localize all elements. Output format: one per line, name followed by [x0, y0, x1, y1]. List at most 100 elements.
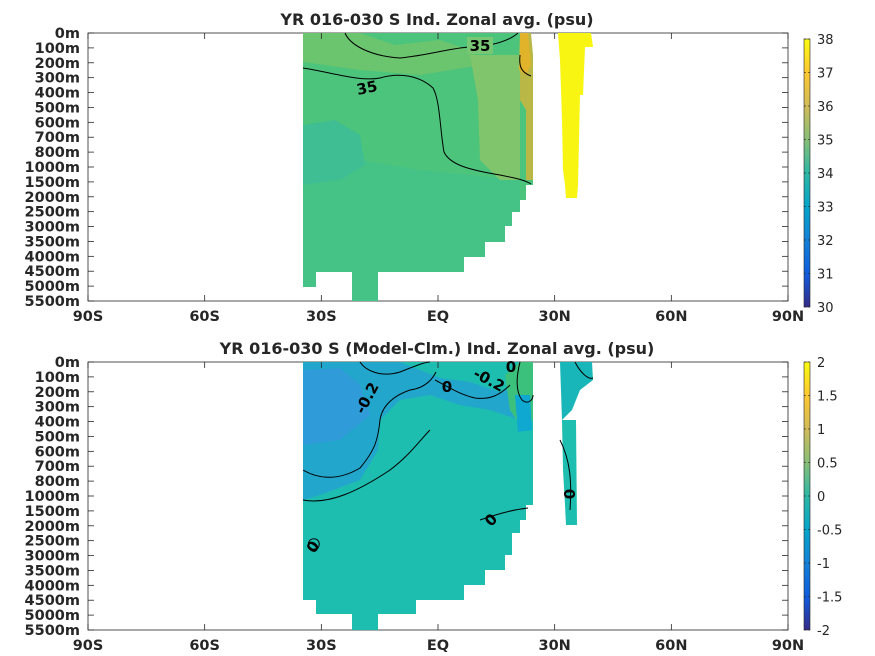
- contour-labels: 35 35: [355, 37, 493, 99]
- colorbar-tick-label: -2: [817, 624, 830, 639]
- y-tick-label: 700m: [35, 130, 80, 146]
- colorbar: 30 31 32 33 34 35 36 37 38: [803, 33, 834, 316]
- x-tick-label: 60N: [655, 638, 687, 654]
- y-tick-label: 800m: [35, 145, 80, 161]
- contour-line: [574, 361, 594, 379]
- contour-line: [344, 32, 471, 59]
- colorbar-ticks: -2 -1.5 -1 -0.5 0 0.5 1 1.5 2: [804, 356, 842, 639]
- y-tick-label: 3500m: [25, 563, 80, 579]
- x-tick-label: 30S: [306, 638, 337, 654]
- y-tick-label: 4000m: [25, 578, 80, 594]
- field-regions: [303, 33, 593, 301]
- contour-line: [359, 361, 431, 375]
- arabian-negative: [515, 395, 532, 432]
- y-tick-label: 4500m: [25, 593, 80, 609]
- y-tick-label: 200m: [35, 56, 80, 72]
- x-axis: 90S 60S 30S EQ 30N 60N 90N: [73, 33, 804, 325]
- label-bg: [467, 37, 493, 54]
- y-tick-label: 5500m: [25, 294, 80, 310]
- contour-label: 35: [470, 37, 491, 55]
- x-tick-label: 60S: [189, 638, 220, 654]
- colorbar-tick-label: 2: [817, 356, 825, 371]
- y-tick-label: 1000m: [25, 489, 80, 505]
- contour-line: [516, 361, 534, 403]
- field-regions: [303, 362, 593, 630]
- x-tick-label: 30N: [539, 638, 571, 654]
- y-tick-label: 3500m: [25, 234, 80, 250]
- high-salinity-column: [558, 33, 593, 198]
- x-tick-label: 30N: [539, 309, 571, 325]
- gulf-column: [560, 362, 593, 420]
- y-tick-label: 0m: [55, 355, 80, 371]
- chart-title: YR 016-030 S Ind. Zonal avg. (psu): [279, 10, 593, 29]
- x-tick-label: 90S: [73, 309, 104, 325]
- colorbar-tick-label: -1: [817, 557, 830, 572]
- contour-label: 0: [442, 378, 452, 396]
- y-tick-label: 2000m: [25, 519, 80, 535]
- y-tick-label: 2500m: [25, 205, 80, 221]
- y-tick-label: 4500m: [25, 264, 80, 280]
- contour-line: [559, 439, 572, 511]
- y-tick-label: 500m: [35, 429, 80, 445]
- surface-band: [303, 33, 475, 75]
- y-tick-label: 800m: [35, 474, 80, 490]
- y-tick-label: 600m: [35, 444, 80, 460]
- y-tick-label: 200m: [35, 385, 80, 401]
- y-tick-label: 2500m: [25, 534, 80, 550]
- x-tick-label: 90N: [772, 309, 804, 325]
- y-tick-label: 100m: [35, 41, 80, 57]
- colorbar-tick-label: 31: [817, 268, 834, 283]
- y-tick-label: 5000m: [25, 279, 80, 295]
- contour-line: [434, 379, 511, 399]
- x-tick-label: EQ: [427, 638, 449, 654]
- y-tick-label: 2000m: [25, 190, 80, 206]
- contour-line: [307, 538, 320, 550]
- y-axis: 0m100m200m300m400m500m600m700m800m1000m1…: [25, 26, 788, 310]
- x-tick-label: EQ: [427, 309, 449, 325]
- contours: [302, 361, 594, 550]
- colorbar-tick-label: 0.5: [817, 457, 838, 472]
- y-tick-label: 1500m: [25, 504, 80, 520]
- contour-line: [519, 54, 532, 77]
- northern-column: [470, 55, 520, 180]
- colorbar-tick-label: 1: [817, 423, 825, 438]
- y-tick-label: 5500m: [25, 623, 80, 639]
- y-tick-label: 500m: [35, 100, 80, 116]
- x-tick-label: 90N: [772, 638, 804, 654]
- y-tick-label: 1500m: [25, 175, 80, 191]
- colorbar-tick-label: 1.5: [817, 390, 838, 405]
- colorbar-tick-label: 30: [817, 301, 834, 316]
- chart-title: YR 016-030 S (Model-Clm.) Ind. Zonal avg…: [219, 339, 655, 358]
- contour-line: [479, 507, 529, 521]
- colorbar-tick-label: 32: [817, 234, 834, 249]
- x-tick-label: 30S: [306, 309, 337, 325]
- y-tick-label: 0m: [55, 26, 80, 42]
- y-tick-label: 700m: [35, 459, 80, 475]
- contour-label: 0: [506, 358, 516, 376]
- x-tick-label: 60N: [655, 309, 687, 325]
- colorbar-tick-label: -0.5: [817, 524, 842, 539]
- colorbar-tick-label: 0: [817, 490, 825, 505]
- y-tick-label: 300m: [35, 71, 80, 87]
- contour-label: 35: [355, 77, 379, 99]
- x-tick-label: 90S: [73, 638, 104, 654]
- colorbar-tick-label: 33: [817, 201, 834, 216]
- contour-line: [302, 67, 532, 185]
- y-tick-label: 300m: [35, 400, 80, 416]
- y-tick-label: 400m: [35, 415, 80, 431]
- southern-patch: [303, 120, 365, 185]
- y-tick-label: 400m: [35, 86, 80, 102]
- colorbar-tick-label: 34: [817, 167, 834, 182]
- y-axis: 0m100m200m300m400m500m600m700m800m1000m1…: [25, 355, 788, 639]
- y-tick-label: 4000m: [25, 249, 80, 265]
- colorbar-tick-label: 36: [817, 100, 834, 115]
- y-tick-label: 3000m: [25, 220, 80, 236]
- deep-field: [303, 150, 520, 301]
- y-tick-label: 3000m: [25, 549, 80, 565]
- contour-line: [302, 429, 431, 502]
- contour-line: [302, 371, 437, 478]
- colorbar-tick-label: -1.5: [817, 591, 842, 606]
- colorbar: -2 -1.5 -1 -0.5 0 0.5 1 1.5 2: [803, 356, 842, 639]
- colorbar-tick-label: 35: [817, 134, 834, 149]
